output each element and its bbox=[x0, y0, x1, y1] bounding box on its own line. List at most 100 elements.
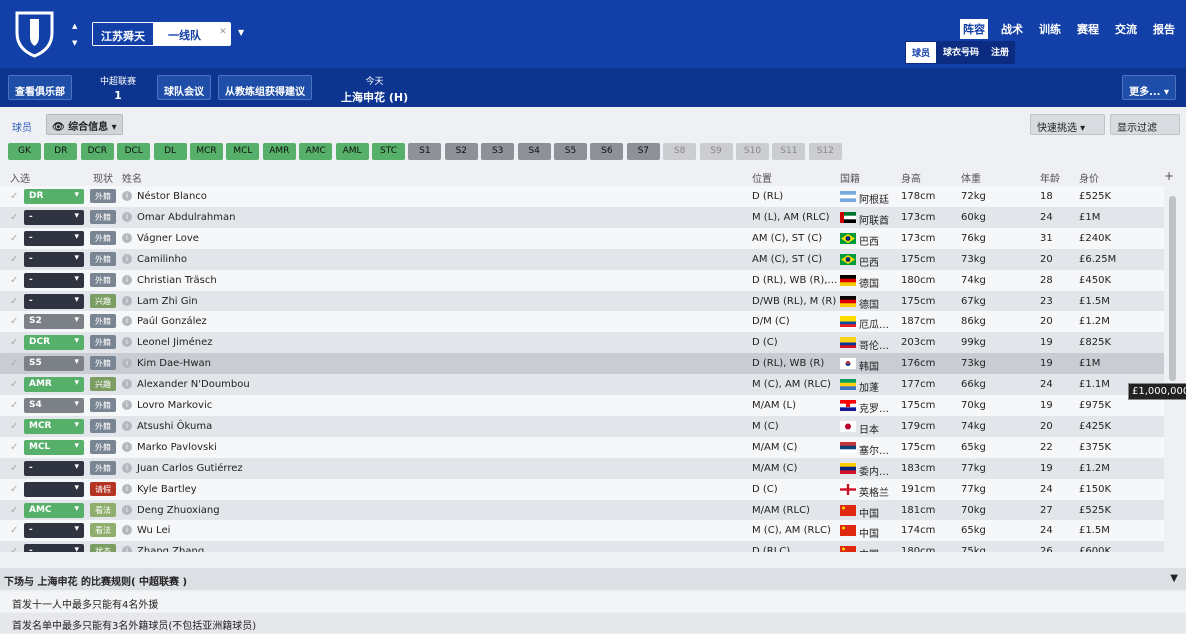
position-slot-dl[interactable]: DL bbox=[153, 143, 187, 160]
match-rules-header[interactable]: 下场与 上海申花 的比赛规则( 中超联赛 ) ▼ bbox=[0, 568, 1186, 590]
check-icon[interactable]: ✓ bbox=[10, 358, 19, 370]
position-slot-stc[interactable]: STC bbox=[372, 143, 405, 160]
table-row[interactable]: ✓ AMR 兴趣 i Alexander N'Doumbou M (C), AM… bbox=[0, 374, 1164, 396]
col-position[interactable]: 位置 bbox=[752, 174, 772, 185]
tab-tactics[interactable]: 战术 bbox=[1001, 23, 1023, 36]
check-icon[interactable]: ✓ bbox=[10, 211, 19, 223]
club-crest-icon[interactable] bbox=[13, 9, 56, 59]
staff-advice-button[interactable]: 从教练组获得建议 bbox=[218, 75, 312, 100]
table-row[interactable]: ✓ - 外籍 i Omar Abdulrahman M (L), AM (RLC… bbox=[0, 206, 1164, 228]
check-icon[interactable]: ✓ bbox=[10, 525, 19, 537]
team-meeting-button[interactable]: 球队会议 bbox=[157, 75, 211, 100]
player-name[interactable]: Vágner Love bbox=[137, 232, 199, 244]
status-badge[interactable]: 外籍 bbox=[90, 251, 116, 266]
table-row[interactable]: ✓ S2 外籍 i Paúl González D/M (C) 厄瓜… 187c… bbox=[0, 311, 1164, 333]
selection-dropdown[interactable]: - bbox=[24, 523, 84, 539]
selection-dropdown[interactable]: - bbox=[24, 460, 84, 476]
position-slot-amc[interactable]: AMC bbox=[299, 143, 333, 160]
table-row[interactable]: ✓ S5 外籍 i Kim Dae-Hwan D (RL), WB (R) 韩国… bbox=[0, 353, 1164, 375]
selection-dropdown[interactable]: - bbox=[24, 293, 84, 309]
check-icon[interactable]: ✓ bbox=[10, 253, 19, 265]
status-badge[interactable]: 请假 bbox=[90, 481, 116, 496]
player-name[interactable]: Kyle Bartley bbox=[137, 483, 197, 495]
check-icon[interactable]: ✓ bbox=[10, 337, 19, 349]
chevron-down-icon[interactable]: ▼ bbox=[238, 28, 245, 37]
col-weight[interactable]: 体重 bbox=[961, 174, 981, 185]
status-badge[interactable]: 外籍 bbox=[90, 356, 116, 371]
player-name[interactable]: Kim Dae-Hwan bbox=[137, 358, 212, 370]
tab-reports[interactable]: 报告 bbox=[1153, 23, 1175, 36]
selection-dropdown[interactable]: - bbox=[24, 272, 84, 288]
position-slot-s3[interactable]: S3 bbox=[481, 143, 515, 160]
player-name[interactable]: Atsushi Ôkuma bbox=[137, 420, 213, 432]
col-name[interactable]: 姓名 bbox=[122, 174, 142, 185]
position-slot-s10[interactable]: S10 bbox=[736, 143, 769, 160]
status-badge[interactable]: 看法 bbox=[90, 502, 116, 517]
tab-communication[interactable]: 交流 bbox=[1115, 23, 1137, 36]
player-name[interactable]: Juan Carlos Gutiérrez bbox=[137, 462, 243, 474]
info-icon[interactable]: i bbox=[122, 441, 132, 452]
info-icon[interactable]: i bbox=[122, 504, 132, 515]
selection-dropdown[interactable]: S5 bbox=[24, 356, 84, 372]
check-icon[interactable]: ✓ bbox=[10, 191, 19, 202]
club-nav-arrows[interactable]: ▲ ▼ bbox=[72, 22, 78, 47]
info-icon[interactable]: i bbox=[122, 211, 132, 222]
status-badge[interactable]: 外籍 bbox=[90, 398, 116, 412]
player-name[interactable]: Paúl González bbox=[137, 316, 207, 328]
table-row[interactable]: ✓ - 看法 i Wu Lei M (C), AM (RLC) 中国 174cm… bbox=[0, 520, 1164, 542]
table-row[interactable]: ✓ 请假 i Kyle Bartley D (C) 英格兰 191cm 77kg… bbox=[0, 478, 1164, 500]
table-row[interactable]: ✓ - 外籍 i Vágner Love AM (C), ST (C) 巴西 1… bbox=[0, 227, 1164, 249]
tab-schedule[interactable]: 赛程 bbox=[1077, 23, 1099, 36]
status-badge[interactable]: 外籍 bbox=[90, 335, 116, 350]
selection-dropdown[interactable]: AMR bbox=[24, 377, 84, 393]
position-slot-s9[interactable]: S9 bbox=[699, 143, 733, 160]
player-name[interactable]: Néstor Blanco bbox=[137, 191, 207, 202]
status-badge[interactable]: 兴趣 bbox=[90, 377, 116, 392]
player-name[interactable]: Christian Träsch bbox=[137, 274, 217, 286]
league-position[interactable]: 中超联赛 1 bbox=[100, 74, 136, 102]
col-selected[interactable]: 入选 bbox=[10, 174, 30, 185]
check-icon[interactable]: ✓ bbox=[10, 274, 19, 286]
status-badge[interactable]: 外籍 bbox=[90, 418, 116, 433]
status-badge[interactable]: 外籍 bbox=[90, 189, 116, 203]
position-slot-aml[interactable]: AML bbox=[335, 143, 369, 160]
info-icon[interactable]: i bbox=[122, 525, 132, 536]
table-row[interactable]: ✓ - 状态 i Zhang Zhang D (RLC) 中国 180cm 75… bbox=[0, 541, 1164, 552]
status-badge[interactable]: 外籍 bbox=[90, 209, 116, 224]
position-slot-s5[interactable]: S5 bbox=[554, 143, 587, 160]
position-slot-s2[interactable]: S2 bbox=[444, 143, 478, 160]
table-row[interactable]: ✓ MCL 外籍 i Marko Pavlovski M/AM (C) 塞尔… … bbox=[0, 436, 1164, 458]
table-row[interactable]: ✓ - 外籍 i Juan Carlos Gutiérrez M/AM (C) … bbox=[0, 457, 1164, 479]
col-height[interactable]: 身高 bbox=[901, 174, 921, 185]
add-column-icon[interactable]: + bbox=[1163, 169, 1174, 183]
table-row[interactable]: ✓ - 外籍 i Camilinho AM (C), ST (C) 巴西 175… bbox=[0, 248, 1164, 270]
table-row[interactable]: ✓ AMC 看法 i Deng Zhuoxiang M/AM (RLC) 中国 … bbox=[0, 499, 1164, 521]
club-selector[interactable]: 江苏舜天 一线队 ✕ bbox=[92, 22, 231, 46]
position-slot-s4[interactable]: S4 bbox=[517, 143, 551, 160]
status-badge[interactable]: 状态 bbox=[90, 544, 116, 552]
position-slot-s12[interactable]: S12 bbox=[808, 143, 842, 160]
info-icon[interactable]: i bbox=[122, 358, 132, 369]
info-icon[interactable]: i bbox=[122, 546, 132, 552]
col-nationality[interactable]: 国籍 bbox=[840, 174, 860, 185]
status-badge[interactable]: 外籍 bbox=[90, 272, 116, 287]
check-icon[interactable]: ✓ bbox=[10, 316, 19, 328]
status-badge[interactable]: 兴趣 bbox=[90, 293, 116, 308]
position-slot-dcl[interactable]: DCL bbox=[117, 143, 151, 160]
player-name[interactable]: Lam Zhi Gin bbox=[137, 295, 198, 307]
info-icon[interactable]: i bbox=[122, 191, 132, 201]
selection-dropdown[interactable]: MCR bbox=[24, 418, 84, 434]
player-name[interactable]: Leonel Jiménez bbox=[137, 337, 213, 349]
info-icon[interactable]: i bbox=[122, 483, 132, 494]
col-value[interactable]: 身价 bbox=[1079, 174, 1099, 185]
team-name[interactable]: 一线队 bbox=[168, 29, 201, 42]
status-badge[interactable]: 外籍 bbox=[90, 314, 116, 329]
table-row[interactable]: ✓ MCR 外籍 i Atsushi Ôkuma M (C) 日本 179cm … bbox=[0, 415, 1164, 437]
table-row[interactable]: ✓ DCR 外籍 i Leonel Jiménez D (C) 哥伦… 203c… bbox=[0, 332, 1164, 354]
info-icon[interactable]: i bbox=[122, 232, 132, 243]
status-badge[interactable]: 看法 bbox=[90, 523, 116, 538]
selection-dropdown[interactable] bbox=[24, 481, 84, 497]
selection-dropdown[interactable]: DCR bbox=[24, 335, 84, 351]
selection-dropdown[interactable]: S2 bbox=[24, 314, 84, 330]
player-name[interactable]: Omar Abdulrahman bbox=[137, 211, 236, 223]
